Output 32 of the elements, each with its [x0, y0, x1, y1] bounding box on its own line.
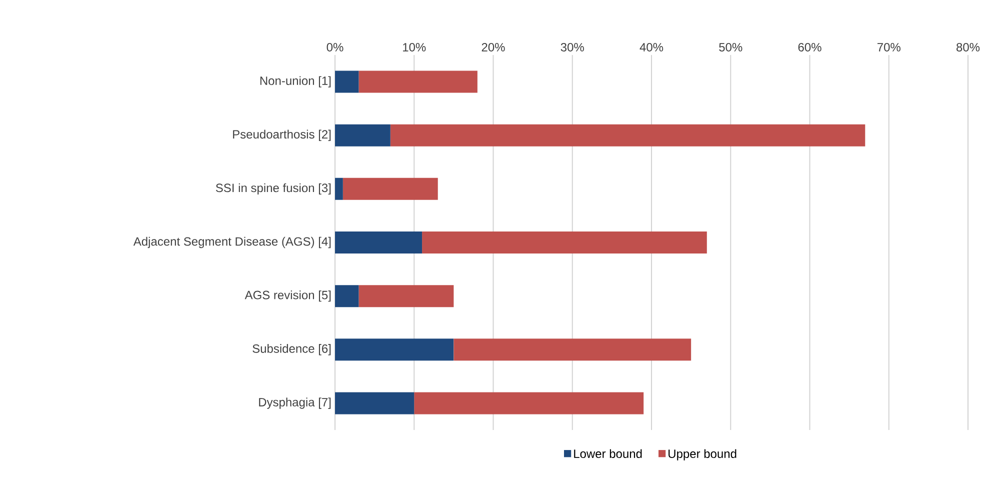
y-tick-label: Non-union [1]	[260, 76, 331, 88]
bar	[358, 285, 454, 308]
x-tick-label: 80%	[956, 42, 980, 52]
x-tick-label: 0%	[326, 42, 344, 52]
bar	[414, 392, 644, 414]
bar	[342, 178, 438, 200]
y-tick-label: AGS revision [5]	[244, 290, 331, 302]
x-tick-label: 30%	[560, 42, 584, 52]
bar	[390, 124, 866, 146]
x-tick-label: 60%	[798, 42, 822, 52]
legend-label: Lower bound	[574, 449, 642, 458]
y-tick-label: Dysphagia [7]	[259, 398, 331, 409]
bar	[335, 392, 414, 414]
bar	[335, 124, 390, 146]
x-tick-label: 20%	[482, 42, 505, 52]
bar	[335, 232, 422, 254]
x-tick-label: 50%	[719, 42, 742, 52]
bar	[335, 338, 454, 361]
x-tick-label: 10%	[403, 42, 426, 52]
y-tick-label: Adjacent Segment Disease (AGS) [4]	[133, 236, 331, 248]
y-tick-label: Subsidence [6]	[252, 344, 331, 356]
bar	[358, 70, 478, 93]
bar	[422, 232, 707, 254]
legend-label: Upper bound	[668, 449, 736, 460]
bar	[335, 70, 359, 93]
x-tick-label: 70%	[877, 42, 900, 52]
y-tick-label: SSI in spine fusion [3]	[216, 183, 331, 195]
x-tick-label: 40%	[640, 42, 664, 52]
bar	[335, 178, 343, 200]
bar	[335, 285, 359, 308]
y-tick-label: Pseudoarthosis [2]	[233, 130, 331, 141]
bar	[454, 338, 692, 361]
